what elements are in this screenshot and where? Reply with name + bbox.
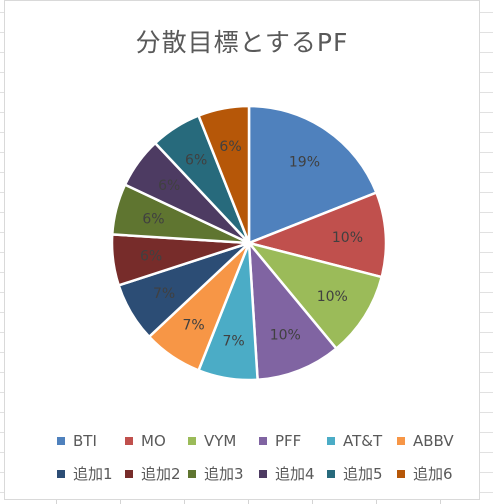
legend-item-5[interactable]: AT&T	[327, 431, 382, 451]
pie-slice-4[interactable]	[247, 239, 339, 382]
legend-item-11[interactable]: 追加5	[327, 464, 383, 484]
pie-data-label-12: 6%	[219, 139, 241, 155]
pie-data-label-7: 7%	[153, 286, 175, 302]
pie-data-label-1: 19%	[289, 154, 320, 170]
pie-slice-12[interactable]	[196, 104, 251, 244]
legend-swatch-5	[327, 436, 335, 445]
legend-item-6[interactable]: ABBV	[397, 431, 454, 451]
legend-item-7[interactable]: 追加1	[57, 464, 113, 484]
legend-swatch-9	[188, 469, 196, 478]
legend-item-9[interactable]: 追加3	[188, 464, 244, 484]
pie-data-label-8: 6%	[140, 248, 162, 264]
legend-swatch-7	[57, 469, 65, 478]
legend-item-10[interactable]: 追加4	[259, 464, 315, 484]
chart-area[interactable]: 分散目標とするPF 19% 10% 10% 10% 7% 7% 7% 6% 6% 6% 6% 6% B…	[4, 0, 480, 500]
legend-item-1[interactable]: BTI	[57, 431, 97, 451]
legend-label-1: BTI	[73, 432, 97, 450]
legend-label-11: 追加5	[343, 465, 383, 483]
legend-item-12[interactable]: 追加6	[397, 464, 453, 484]
legend-label-5: AT&T	[343, 432, 383, 450]
pie-slice-3[interactable]	[245, 240, 384, 351]
pie-data-label-6: 7%	[182, 318, 204, 334]
pie-data-label-9: 6%	[142, 211, 164, 227]
legend-row-1: BTI MO VYM PFF AT&T ABBV	[5, 431, 479, 451]
legend-item-2[interactable]: MO	[125, 431, 166, 451]
pie-slice-1[interactable]	[247, 104, 379, 245]
pie-chart: 19% 10% 10% 10% 7% 7% 7% 6% 6% 6% 6% 6%	[110, 104, 388, 382]
legend-swatch-8	[125, 469, 133, 478]
legend-label-3: VYM	[204, 432, 237, 450]
legend-swatch-3	[188, 436, 196, 445]
legend-label-6: ABBV	[413, 432, 454, 450]
legend-item-3[interactable]: VYM	[188, 431, 236, 451]
pie-slice-2[interactable]	[244, 190, 388, 279]
legend-item-4[interactable]: PFF	[259, 431, 301, 451]
legend-row-2: 追加1 追加2 追加3 追加4 追加5 追加6	[5, 464, 479, 484]
pie-data-label-3: 10%	[317, 289, 348, 305]
legend-swatch-2	[125, 436, 133, 445]
legend-swatch-10	[259, 469, 267, 478]
pie-data-label-2: 10%	[332, 230, 363, 246]
legend-swatch-6	[397, 436, 405, 445]
legend-item-8[interactable]: 追加2	[125, 464, 181, 484]
pie-data-label-5: 7%	[222, 333, 244, 349]
legend-label-2: MO	[141, 432, 166, 450]
chart-title: 分散目標とするPF	[135, 28, 349, 57]
legend-label-4: PFF	[275, 432, 302, 450]
legend-label-7: 追加1	[73, 465, 113, 483]
pie-data-label-11: 6%	[185, 153, 207, 169]
pie-data-label-10: 6%	[158, 178, 180, 194]
legend-label-8: 追加2	[141, 465, 181, 483]
legend-label-10: 追加4	[275, 465, 315, 483]
legend-label-9: 追加3	[204, 465, 244, 483]
legend-swatch-1	[57, 436, 65, 445]
pie-data-label-4: 10%	[270, 328, 301, 344]
legend-swatch-11	[327, 469, 335, 478]
legend-swatch-12	[397, 469, 405, 478]
legend-label-12: 追加6	[413, 465, 453, 483]
legend-swatch-4	[259, 436, 267, 445]
